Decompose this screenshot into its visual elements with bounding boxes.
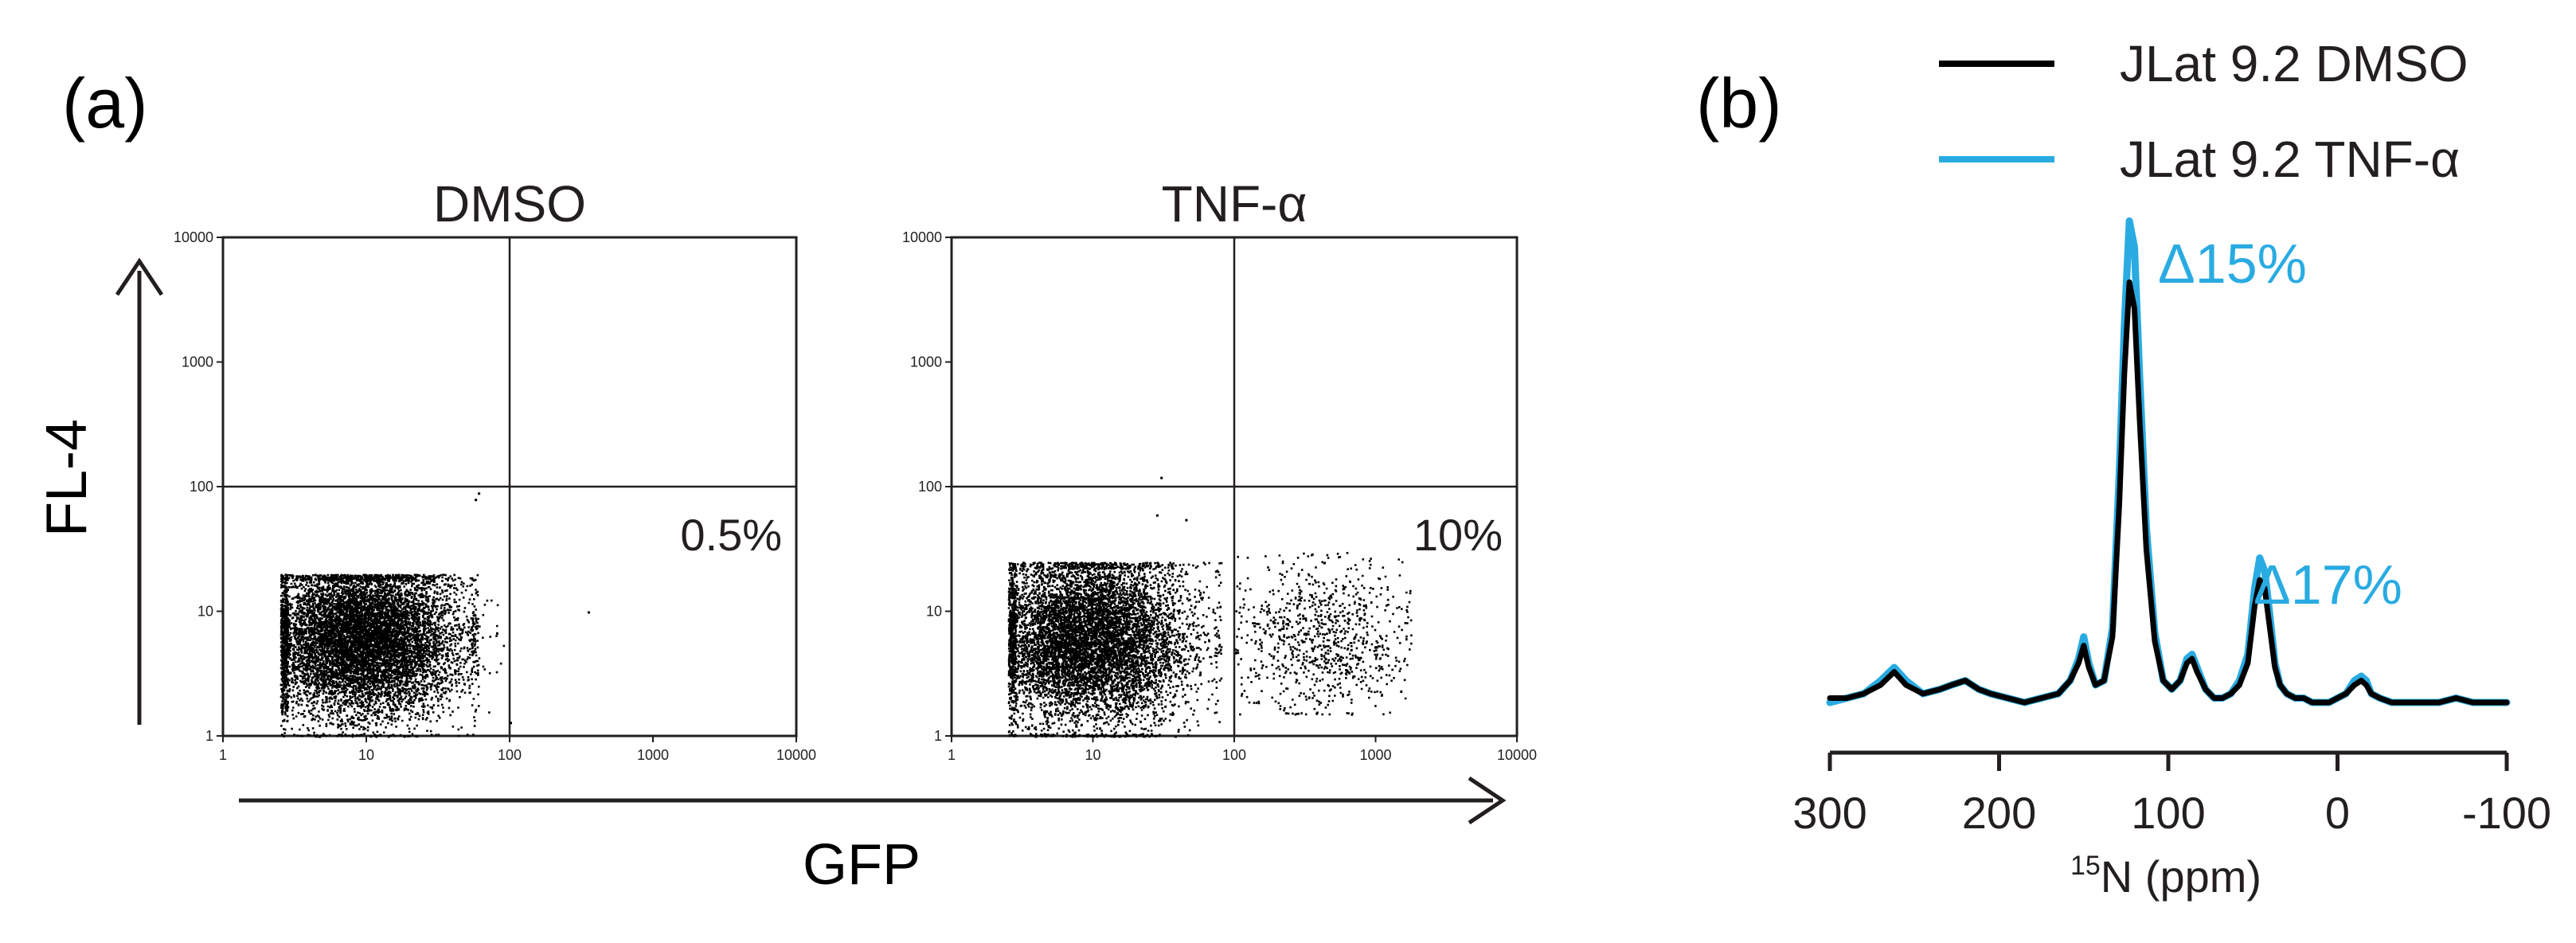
series-line-dmso bbox=[1827, 279, 2510, 706]
x-tick-label: 0 bbox=[2325, 788, 2350, 838]
quadrant-percent: 0.5% bbox=[680, 510, 782, 560]
legend-label: JLat 9.2 DMSO bbox=[2120, 35, 2469, 92]
delta-annotation: Δ15% bbox=[2158, 233, 2307, 295]
x-tick-label: 100 bbox=[1222, 747, 1246, 763]
scatter-plot-1: 1 10 100 1000 10000 1 10 100 1000 10000 TNF-α 10% bbox=[902, 175, 1537, 763]
x-tick-label: 10 bbox=[1085, 747, 1100, 763]
x-axis-label: GFP bbox=[803, 833, 921, 897]
panel-label-a: (a) bbox=[62, 64, 148, 143]
y-tick-label: 1000 bbox=[182, 354, 213, 370]
plot-title: TNF-α bbox=[1162, 175, 1308, 233]
x-tick-label: 300 bbox=[1792, 788, 1867, 838]
y-tick-label: 1 bbox=[205, 728, 213, 744]
y-tick-label: 100 bbox=[918, 479, 942, 495]
data-points bbox=[1007, 476, 1413, 738]
x-tick-label: 10000 bbox=[1497, 747, 1537, 763]
y-tick-label: 1000 bbox=[910, 354, 942, 370]
x-tick-label: -100 bbox=[2462, 788, 2551, 838]
panel-b: 300 200 100 0 -100 15N (ppm) Δ15% Δ17% JLat 9.2 … bbox=[1792, 35, 2551, 902]
y-tick-label: 100 bbox=[190, 479, 213, 495]
x-tick-label: 10 bbox=[358, 747, 374, 763]
x-tick-label: 1 bbox=[948, 747, 956, 763]
panel-label-b: (b) bbox=[1696, 64, 1782, 143]
x-axis-label: 15N (ppm) bbox=[2070, 851, 2261, 902]
data-points bbox=[279, 492, 590, 738]
y-axis-label: FL-4 bbox=[35, 419, 99, 537]
x-tick-label: 100 bbox=[498, 747, 522, 763]
quadrant-percent: 10% bbox=[1413, 510, 1503, 560]
scatter-plot-0: 1 10 100 1000 10000 1 10 100 1000 10000 DMSO 0.5% bbox=[174, 175, 816, 763]
y-tick-label: 1 bbox=[934, 728, 942, 744]
x-axis-label-main: N (ppm) bbox=[2101, 851, 2261, 902]
y-tick-label: 10000 bbox=[174, 229, 213, 245]
delta-annotation: Δ17% bbox=[2254, 554, 2402, 616]
x-tick-label: 1000 bbox=[637, 747, 669, 763]
x-tick-label: 10000 bbox=[776, 747, 816, 763]
shared-axes-a: FL-4 GFP bbox=[35, 257, 1507, 897]
x-tick-label: 200 bbox=[1962, 788, 2036, 838]
legend-label: JLat 9.2 TNF-α bbox=[2120, 131, 2460, 188]
y-tick-label: 10 bbox=[197, 604, 213, 620]
y-axis-arrowhead bbox=[115, 257, 164, 296]
plot-title: DMSO bbox=[433, 175, 586, 233]
x-axis-arrowhead bbox=[1468, 776, 1507, 825]
y-tick-label: 10 bbox=[926, 604, 942, 620]
x-tick-label: 100 bbox=[2131, 788, 2205, 838]
x-tick-label: 1000 bbox=[1359, 747, 1391, 763]
y-tick-label: 10000 bbox=[902, 229, 942, 245]
x-tick-label: 1 bbox=[219, 747, 227, 763]
x-axis-label-superscript: 15 bbox=[2070, 851, 2101, 881]
